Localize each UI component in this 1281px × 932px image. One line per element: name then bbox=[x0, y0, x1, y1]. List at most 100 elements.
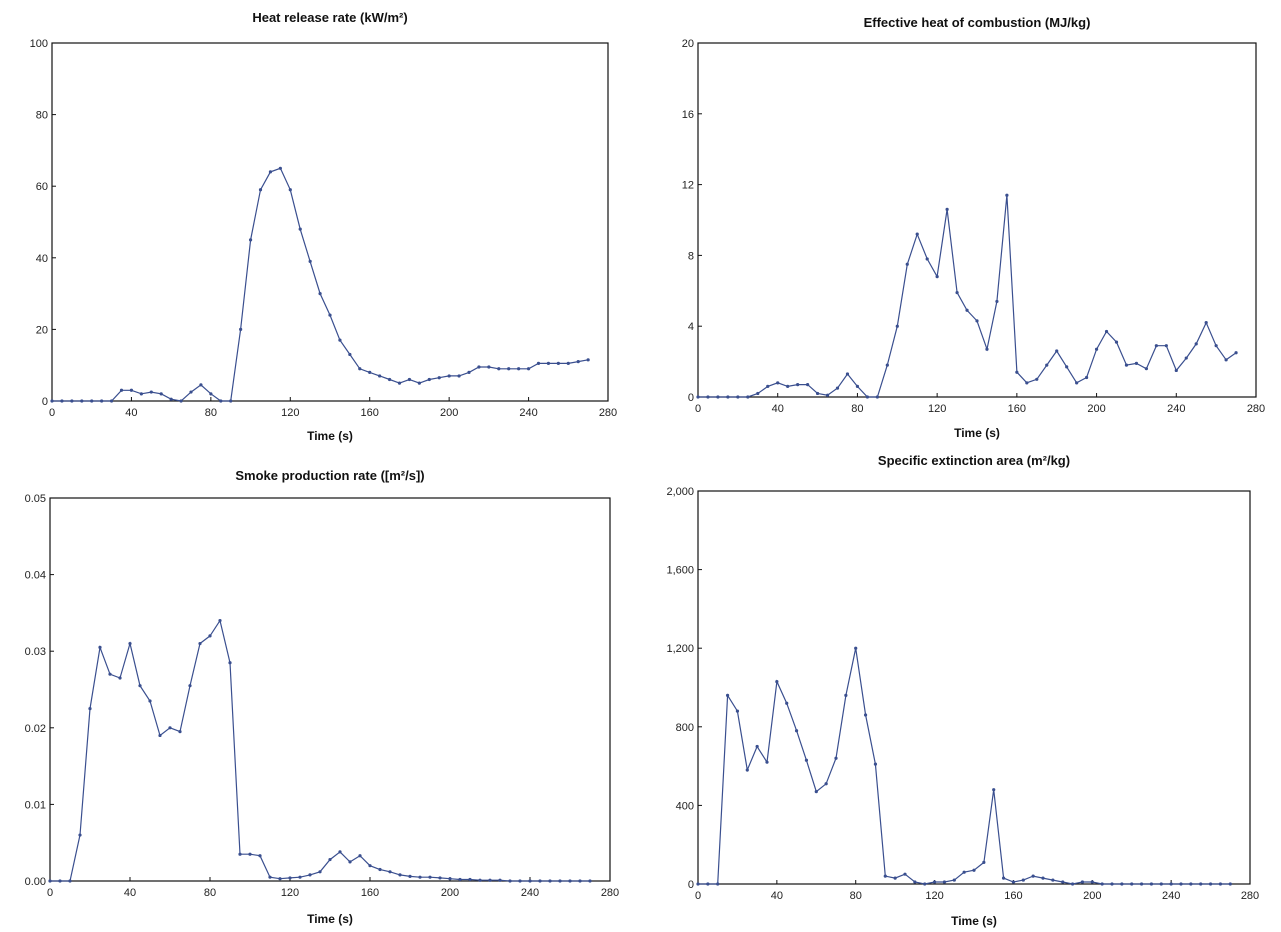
y-tick-label: 0.03 bbox=[25, 646, 46, 658]
data-point bbox=[893, 876, 897, 880]
data-point bbox=[1090, 880, 1094, 884]
data-point bbox=[883, 874, 887, 878]
data-point bbox=[696, 882, 700, 886]
data-point bbox=[746, 395, 750, 399]
x-tick-label: 0 bbox=[47, 887, 53, 899]
data-point bbox=[139, 392, 143, 396]
data-point bbox=[1228, 882, 1232, 886]
data-point bbox=[428, 875, 432, 879]
data-point bbox=[538, 879, 542, 883]
data-point bbox=[932, 880, 937, 884]
data-point bbox=[1184, 356, 1188, 360]
data-point bbox=[726, 395, 730, 399]
x-axis-label: Time (s) bbox=[307, 912, 353, 926]
y-tick-label: 0 bbox=[688, 392, 694, 404]
data-point bbox=[1104, 329, 1109, 334]
data-point bbox=[725, 693, 730, 697]
x-tick-label: 200 bbox=[440, 407, 458, 419]
x-tick-label: 40 bbox=[124, 887, 136, 899]
data-point bbox=[1174, 368, 1178, 373]
data-point bbox=[923, 882, 927, 886]
data-point bbox=[149, 390, 153, 394]
data-point bbox=[1041, 876, 1045, 880]
data-point bbox=[756, 391, 760, 396]
data-point bbox=[775, 680, 779, 684]
data-point bbox=[358, 854, 362, 858]
data-point bbox=[945, 207, 949, 211]
data-point bbox=[1001, 876, 1006, 880]
y-tick-label: 2,000 bbox=[666, 486, 694, 498]
data-point bbox=[118, 676, 122, 680]
data-point bbox=[1045, 363, 1049, 367]
y-tick-label: 20 bbox=[682, 38, 694, 50]
data-point bbox=[308, 873, 312, 877]
data-point bbox=[1120, 882, 1124, 886]
y-tick-label: 0.01 bbox=[25, 799, 46, 811]
x-axis-label: Time (s) bbox=[951, 914, 997, 928]
data-point bbox=[736, 395, 740, 399]
data-point bbox=[58, 879, 62, 883]
y-tick-label: 40 bbox=[36, 253, 48, 265]
x-tick-label: 0 bbox=[49, 407, 55, 419]
data-point bbox=[168, 726, 172, 730]
x-tick-label: 0 bbox=[695, 403, 701, 415]
data-point bbox=[586, 358, 590, 362]
data-point bbox=[1154, 344, 1158, 348]
y-tick-label: 0.05 bbox=[25, 493, 46, 505]
y-tick-label: 0.02 bbox=[25, 723, 46, 735]
data-point bbox=[745, 768, 749, 772]
data-point bbox=[844, 693, 848, 697]
data-point bbox=[865, 395, 869, 399]
data-point bbox=[1065, 365, 1069, 369]
data-point bbox=[755, 744, 759, 749]
chart-title: Effective heat of combustion (MJ/kg) bbox=[864, 15, 1091, 30]
data-point bbox=[794, 729, 799, 733]
data-point bbox=[696, 395, 700, 399]
data-point bbox=[952, 878, 956, 882]
data-point bbox=[1015, 370, 1019, 374]
data-point bbox=[835, 386, 840, 390]
data-point bbox=[1208, 882, 1213, 886]
data-point bbox=[1055, 349, 1059, 353]
data-point bbox=[735, 709, 740, 713]
data-point bbox=[229, 399, 233, 403]
data-point bbox=[407, 377, 412, 382]
data-point bbox=[1011, 880, 1016, 884]
data-point bbox=[1110, 882, 1114, 886]
data-point bbox=[588, 879, 592, 883]
data-point bbox=[497, 367, 501, 371]
data-point bbox=[68, 879, 72, 883]
data-point bbox=[806, 383, 810, 387]
data-point bbox=[378, 867, 382, 872]
data-point bbox=[457, 374, 461, 378]
x-tick-label: 200 bbox=[441, 887, 459, 899]
data-point bbox=[258, 188, 263, 192]
plot-frame bbox=[51, 42, 609, 402]
y-tick-label: 20 bbox=[36, 324, 48, 336]
data-point bbox=[278, 877, 282, 881]
data-point bbox=[935, 275, 939, 279]
x-tick-label: 120 bbox=[281, 887, 299, 899]
data-point bbox=[1130, 882, 1134, 886]
data-point bbox=[188, 684, 192, 688]
data-point bbox=[338, 850, 342, 854]
data-point bbox=[248, 238, 253, 242]
data-point bbox=[448, 877, 452, 881]
data-point bbox=[368, 864, 372, 868]
data-point bbox=[566, 361, 570, 366]
data-point bbox=[915, 232, 919, 236]
data-point bbox=[447, 374, 451, 378]
data-point bbox=[834, 756, 838, 760]
data-point bbox=[528, 879, 532, 883]
data-point bbox=[458, 877, 462, 882]
data-point bbox=[138, 684, 142, 688]
data-point bbox=[179, 399, 183, 403]
data-point bbox=[1169, 882, 1173, 886]
data-point bbox=[487, 365, 491, 369]
data-point bbox=[318, 870, 322, 874]
data-point bbox=[238, 852, 242, 856]
data-point bbox=[985, 347, 989, 351]
data-point bbox=[776, 381, 780, 385]
data-point bbox=[418, 875, 422, 879]
